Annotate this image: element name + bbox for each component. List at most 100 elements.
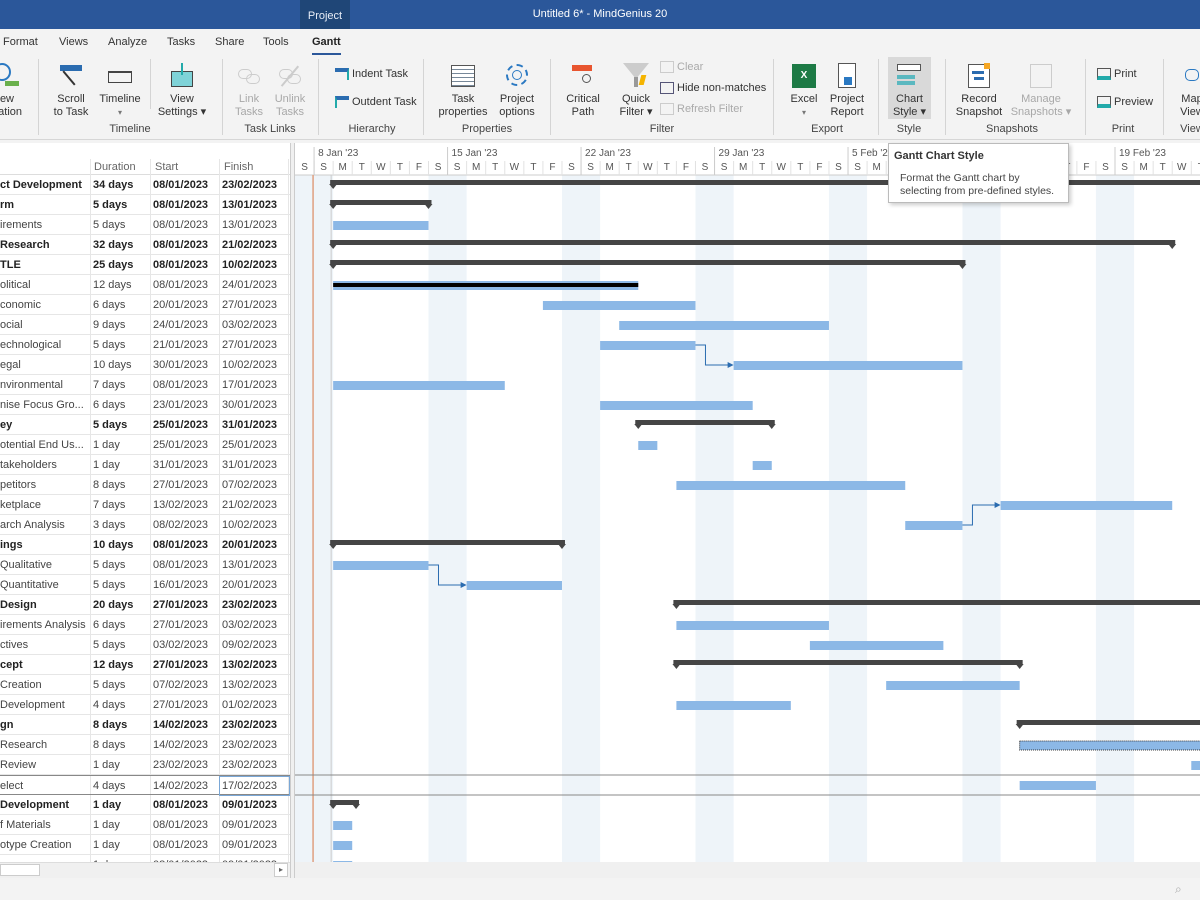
duration-cell[interactable]: 6 days	[93, 619, 126, 631]
record-snapshot-button[interactable]: Record Snapshot	[955, 63, 1003, 119]
task-name-cell[interactable]: olitical	[0, 279, 31, 291]
finish-cell[interactable]: 10/02/2023	[222, 259, 278, 271]
table-row[interactable]: nvironmental 7 days 08/01/2023 17/01/2023	[0, 375, 290, 395]
table-row[interactable]: otential End Us... 1 day 25/01/2023 25/01/2…	[0, 435, 290, 455]
task-name-cell[interactable]: cept	[0, 659, 23, 671]
table-row[interactable]: cept 12 days 27/01/2023 13/02/2023	[0, 655, 290, 675]
finish-cell[interactable]: 23/02/2023	[222, 719, 278, 731]
task-name-cell[interactable]: Research	[0, 739, 48, 751]
start-cell[interactable]: 08/01/2023	[153, 379, 209, 391]
table-row[interactable]: echnological 5 days 21/01/2023 27/01/2023	[0, 335, 290, 355]
duration-cell[interactable]: 25 days	[93, 259, 134, 271]
tab-tasks[interactable]: Tasks	[167, 36, 196, 48]
task-name-cell[interactable]: ocial	[0, 319, 23, 331]
partial-ribbon-button[interactable]: ew ation	[0, 63, 28, 119]
start-cell[interactable]: 08/01/2023	[153, 239, 209, 251]
finish-cell[interactable]: 10/02/2023	[222, 359, 278, 371]
tab-views[interactable]: Views	[59, 36, 89, 48]
finish-cell[interactable]: 09/01/2023	[222, 819, 278, 831]
start-cell[interactable]: 31/01/2023	[153, 459, 209, 471]
start-cell[interactable]: 08/01/2023	[153, 559, 209, 571]
finish-cell[interactable]: 27/01/2023	[222, 299, 278, 311]
scroll-to-task-button[interactable]: Scroll to Task	[50, 63, 92, 119]
duration-cell[interactable]: 4 days	[93, 780, 126, 792]
task-name-cell[interactable]: takeholders	[0, 459, 57, 471]
excel-export-button[interactable]: X Excel ▾	[786, 63, 822, 119]
finish-cell[interactable]: 03/02/2023	[222, 619, 278, 631]
task-name-cell[interactable]: Review	[0, 759, 37, 771]
duration-cell[interactable]: 7 days	[93, 499, 126, 511]
finish-cell[interactable]: 13/01/2023	[222, 219, 278, 231]
finish-cell[interactable]: 01/02/2023	[222, 699, 278, 711]
finish-cell[interactable]: 13/02/2023	[222, 659, 278, 671]
tab-tools[interactable]: Tools	[263, 36, 289, 48]
finish-cell[interactable]: 27/01/2023	[222, 339, 278, 351]
duration-cell[interactable]: 8 days	[93, 739, 126, 751]
task-name-cell[interactable]: Design	[0, 599, 37, 611]
scrollbar-thumb[interactable]	[0, 864, 40, 876]
column-header-finish[interactable]: Finish	[224, 161, 254, 173]
finish-cell[interactable]: 09/02/2023	[222, 639, 278, 651]
table-row[interactable]: ocial 9 days 24/01/2023 03/02/2023	[0, 315, 290, 335]
task-name-cell[interactable]: TLE	[0, 259, 21, 271]
duration-cell[interactable]: 7 days	[93, 379, 126, 391]
task-name-cell[interactable]: conomic	[0, 299, 41, 311]
task-name-cell[interactable]: irements Analysis	[0, 619, 86, 631]
duration-cell[interactable]: 1 day	[93, 839, 120, 851]
duration-cell[interactable]: 34 days	[93, 179, 134, 191]
start-cell[interactable]: 08/01/2023	[153, 799, 209, 811]
duration-cell[interactable]: 8 days	[93, 479, 126, 491]
clear-filter-button[interactable]: Clear	[660, 61, 703, 73]
task-name-cell[interactable]: Development	[0, 699, 65, 711]
start-cell[interactable]: 20/01/2023	[153, 299, 209, 311]
start-cell[interactable]: 23/02/2023	[153, 759, 209, 771]
table-row[interactable]: irements Analysis 6 days 27/01/2023 03/02/2…	[0, 615, 290, 635]
tab-analyze[interactable]: Analyze	[108, 36, 148, 48]
start-cell[interactable]: 13/02/2023	[153, 499, 209, 511]
pane-splitter[interactable]	[290, 143, 295, 878]
table-row[interactable]: ings 10 days 08/01/2023 20/01/2023	[0, 535, 290, 555]
project-options-button[interactable]: Project options	[494, 63, 540, 119]
view-settings-button[interactable]: View Settings ▾	[157, 63, 207, 119]
table-row[interactable]: gn 8 days 14/02/2023 23/02/2023	[0, 715, 290, 735]
duration-cell[interactable]: 1 day	[93, 459, 120, 471]
task-name-cell[interactable]: Development	[0, 799, 70, 811]
finish-cell[interactable]: 21/02/2023	[222, 239, 278, 251]
table-row[interactable]: TLE 25 days 08/01/2023 10/02/2023	[0, 255, 290, 275]
duration-cell[interactable]: 9 days	[93, 319, 126, 331]
finish-cell[interactable]: 25/01/2023	[222, 439, 278, 451]
duration-cell[interactable]: 5 days	[93, 219, 126, 231]
start-cell[interactable]: 25/01/2023	[153, 419, 209, 431]
duration-cell[interactable]: 5 days	[93, 199, 128, 211]
finish-cell[interactable]: 23/02/2023	[222, 759, 278, 771]
start-cell[interactable]: 27/01/2023	[153, 479, 209, 491]
table-row[interactable]: Research 32 days 08/01/2023 21/02/2023	[0, 235, 290, 255]
task-properties-button[interactable]: Task properties	[436, 63, 490, 119]
finish-cell[interactable]: 17/02/2023	[222, 780, 278, 792]
table-row[interactable]: Creation 5 days 07/02/2023 13/02/2023	[0, 675, 290, 695]
zoom-search-icon[interactable]: ⌕	[1175, 882, 1182, 896]
table-row[interactable]: elect 4 days 14/02/2023 17/02/2023	[0, 775, 290, 796]
print-button[interactable]: Print	[1097, 68, 1137, 80]
start-cell[interactable]: 07/02/2023	[153, 679, 209, 691]
table-row[interactable]: Development 1 day 08/01/2023 09/01/2023	[0, 795, 290, 815]
start-cell[interactable]: 08/01/2023	[153, 539, 209, 551]
duration-cell[interactable]: 10 days	[93, 359, 132, 371]
start-cell[interactable]: 08/01/2023	[153, 199, 209, 211]
duration-cell[interactable]: 12 days	[93, 659, 134, 671]
task-name-cell[interactable]: rm	[0, 199, 15, 211]
tab-format[interactable]: Format	[3, 36, 38, 48]
duration-cell[interactable]: 1 day	[93, 439, 120, 451]
duration-cell[interactable]: 20 days	[93, 599, 134, 611]
table-row[interactable]: f Materials 1 day 08/01/2023 09/01/2023	[0, 815, 290, 835]
finish-cell[interactable]: 13/01/2023	[222, 199, 278, 211]
start-cell[interactable]: 08/01/2023	[153, 179, 209, 191]
start-cell[interactable]: 25/01/2023	[153, 439, 209, 451]
table-row[interactable]: Development 4 days 27/01/2023 01/02/2023	[0, 695, 290, 715]
table-row[interactable]: ct Development 34 days 08/01/2023 23/02/202…	[0, 175, 290, 195]
task-name-cell[interactable]: ct Development	[0, 179, 82, 191]
finish-cell[interactable]: 17/01/2023	[222, 379, 278, 391]
outdent-task-button[interactable]: Outdent Task	[335, 96, 417, 108]
task-name-cell[interactable]: ey	[0, 419, 13, 431]
finish-cell[interactable]: 24/01/2023	[222, 279, 278, 291]
